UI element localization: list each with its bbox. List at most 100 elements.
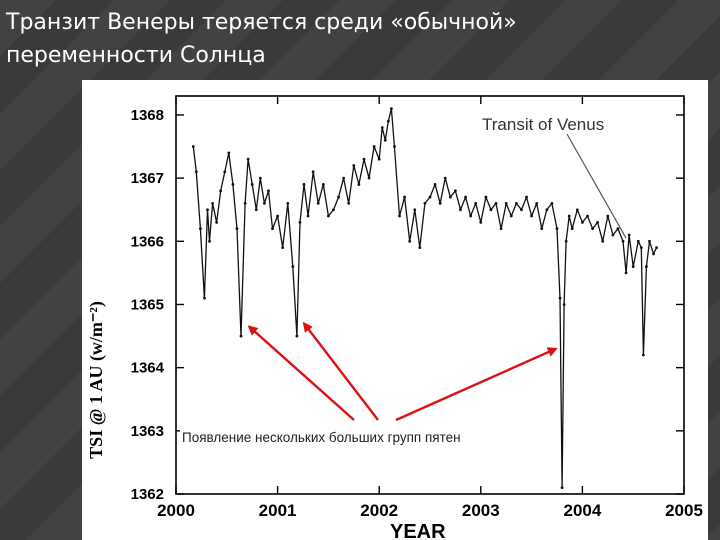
tsi-data-point: [298, 220, 302, 224]
tsi-data-point: [291, 265, 295, 268]
tsi-data-point: [555, 227, 559, 231]
tsi-data-point: [636, 239, 640, 243]
tsi-data-point: [509, 214, 513, 218]
tsi-data-point: [469, 214, 473, 218]
tsi-data-point: [627, 233, 631, 237]
tsi-data-point: [652, 252, 655, 256]
tsi-data-point: [641, 353, 645, 357]
tsi-data-point: [276, 214, 279, 218]
tsi-data-point: [520, 208, 523, 212]
tsi-data-point: [550, 201, 554, 205]
tsi-data-point: [567, 214, 571, 218]
tsi-data-point: [631, 265, 635, 268]
tsi-data-point: [231, 183, 235, 186]
tsi-data-point: [545, 208, 549, 212]
tsi-data-point: [624, 271, 628, 275]
chart-panel: 2000 2001 2002 2003 2004 2005 1362 1363 1364 1365…: [82, 80, 708, 540]
tsi-data-point: [250, 183, 254, 186]
tsi-data-point: [562, 303, 566, 306]
tsi-data-point: [616, 227, 620, 231]
tsi-data-point: [286, 201, 290, 205]
tsi-data-point: [575, 208, 579, 212]
annotation-layer: Transit of Venus Появление нескольких бол…: [180, 115, 627, 448]
tsi-data-point: [208, 239, 211, 243]
y-axis-title: TSI @ 1 AU (w/m⁻²): [86, 301, 107, 459]
tsi-data-point: [316, 201, 320, 205]
tsi-data-point: [479, 220, 483, 224]
tsi-data-point: [494, 201, 498, 205]
tsi-data-point: [433, 183, 437, 186]
tsi-data-point: [403, 195, 406, 199]
tsi-data-point: [321, 183, 325, 186]
tsi-data-point: [357, 183, 361, 186]
y-tick-label: 1362: [131, 486, 164, 503]
tsi-data-point: [206, 208, 209, 212]
tsi-data-point: [362, 157, 366, 161]
tsi-data-point: [372, 145, 376, 148]
tsi-data-point: [347, 201, 351, 205]
tsi-data-point: [295, 334, 299, 338]
tsi-data-point: [621, 239, 625, 243]
tsi-data-point: [211, 201, 214, 205]
tsi-data-point: [386, 119, 390, 123]
tsi-data-point: [227, 151, 231, 155]
tsi-data-point: [586, 214, 589, 218]
tsi-data-point: [367, 176, 371, 180]
y-tick-label: 1366: [131, 233, 164, 250]
tsi-data-point: [606, 214, 610, 218]
sunspot-note-box: [180, 426, 552, 448]
tsi-data-point: [239, 334, 243, 338]
tsi-data-point: [398, 214, 401, 218]
tsi-data-point: [645, 265, 648, 268]
x-tick-label: 2003: [462, 501, 500, 520]
tsi-data-point: [235, 227, 239, 231]
tsi-data-point: [203, 296, 206, 300]
tsi-data-point: [448, 195, 452, 199]
tsi-data-point: [219, 189, 223, 193]
tsi-data-point: [332, 208, 335, 212]
tsi-data-point: [258, 176, 262, 180]
tsi-data-point: [564, 239, 568, 243]
sunspot-note: Появление нескольких больших групп пятен: [182, 430, 461, 445]
tsi-data-point: [262, 201, 266, 205]
tsi-data-point: [489, 208, 493, 212]
tsi-data-point: [443, 176, 447, 180]
tsi-data-point: [337, 195, 340, 199]
y-tick-label: 1363: [131, 423, 164, 440]
tsi-data-point: [514, 201, 518, 205]
slide-title: Транзит Венеры теряется среди «обычной» …: [6, 6, 706, 72]
tsi-data-point: [464, 195, 467, 199]
tsi-data-point: [191, 145, 195, 148]
tsi-data-point: [311, 170, 315, 174]
tsi-data-point: [254, 208, 258, 212]
y-tick-label: 1367: [131, 170, 164, 187]
plot-frame: [175, 95, 685, 495]
tsi-data-point: [530, 214, 533, 218]
tsi-data-point: [570, 227, 574, 231]
tsi-data-point: [459, 208, 462, 212]
x-tick-label: 2002: [360, 501, 398, 520]
series-layer: [191, 107, 658, 490]
y-tick-label: 1368: [131, 107, 164, 124]
tsi-data-point: [243, 201, 247, 205]
tsi-data-point: [591, 227, 594, 231]
x-tick-label: 2001: [259, 501, 297, 520]
tsi-data-point: [327, 214, 330, 218]
tsi-data-point: [418, 246, 422, 250]
tsi-data-point: [306, 214, 310, 218]
tsi-data-point: [413, 208, 417, 212]
y-tick-label: 1365: [131, 296, 164, 313]
tsi-data-point: [389, 107, 393, 111]
tsi-data-point: [408, 239, 412, 243]
tsi-data-point: [601, 239, 605, 243]
sunspot-arrow: [395, 347, 558, 422]
tsi-data-point: [215, 220, 219, 224]
transit-pointer-line: [566, 133, 627, 239]
tsi-data-point: [611, 233, 615, 237]
tsi-data-point: [525, 195, 528, 199]
tsi-data-point: [474, 201, 478, 205]
x-tick-label: 2005: [665, 501, 703, 520]
tsi-data-point: [499, 227, 503, 231]
tsi-chart: 2000 2001 2002 2003 2004 2005 1362 1363 1364 1365…: [86, 95, 703, 540]
slide-title-line-2: переменности Солнца: [6, 43, 266, 68]
